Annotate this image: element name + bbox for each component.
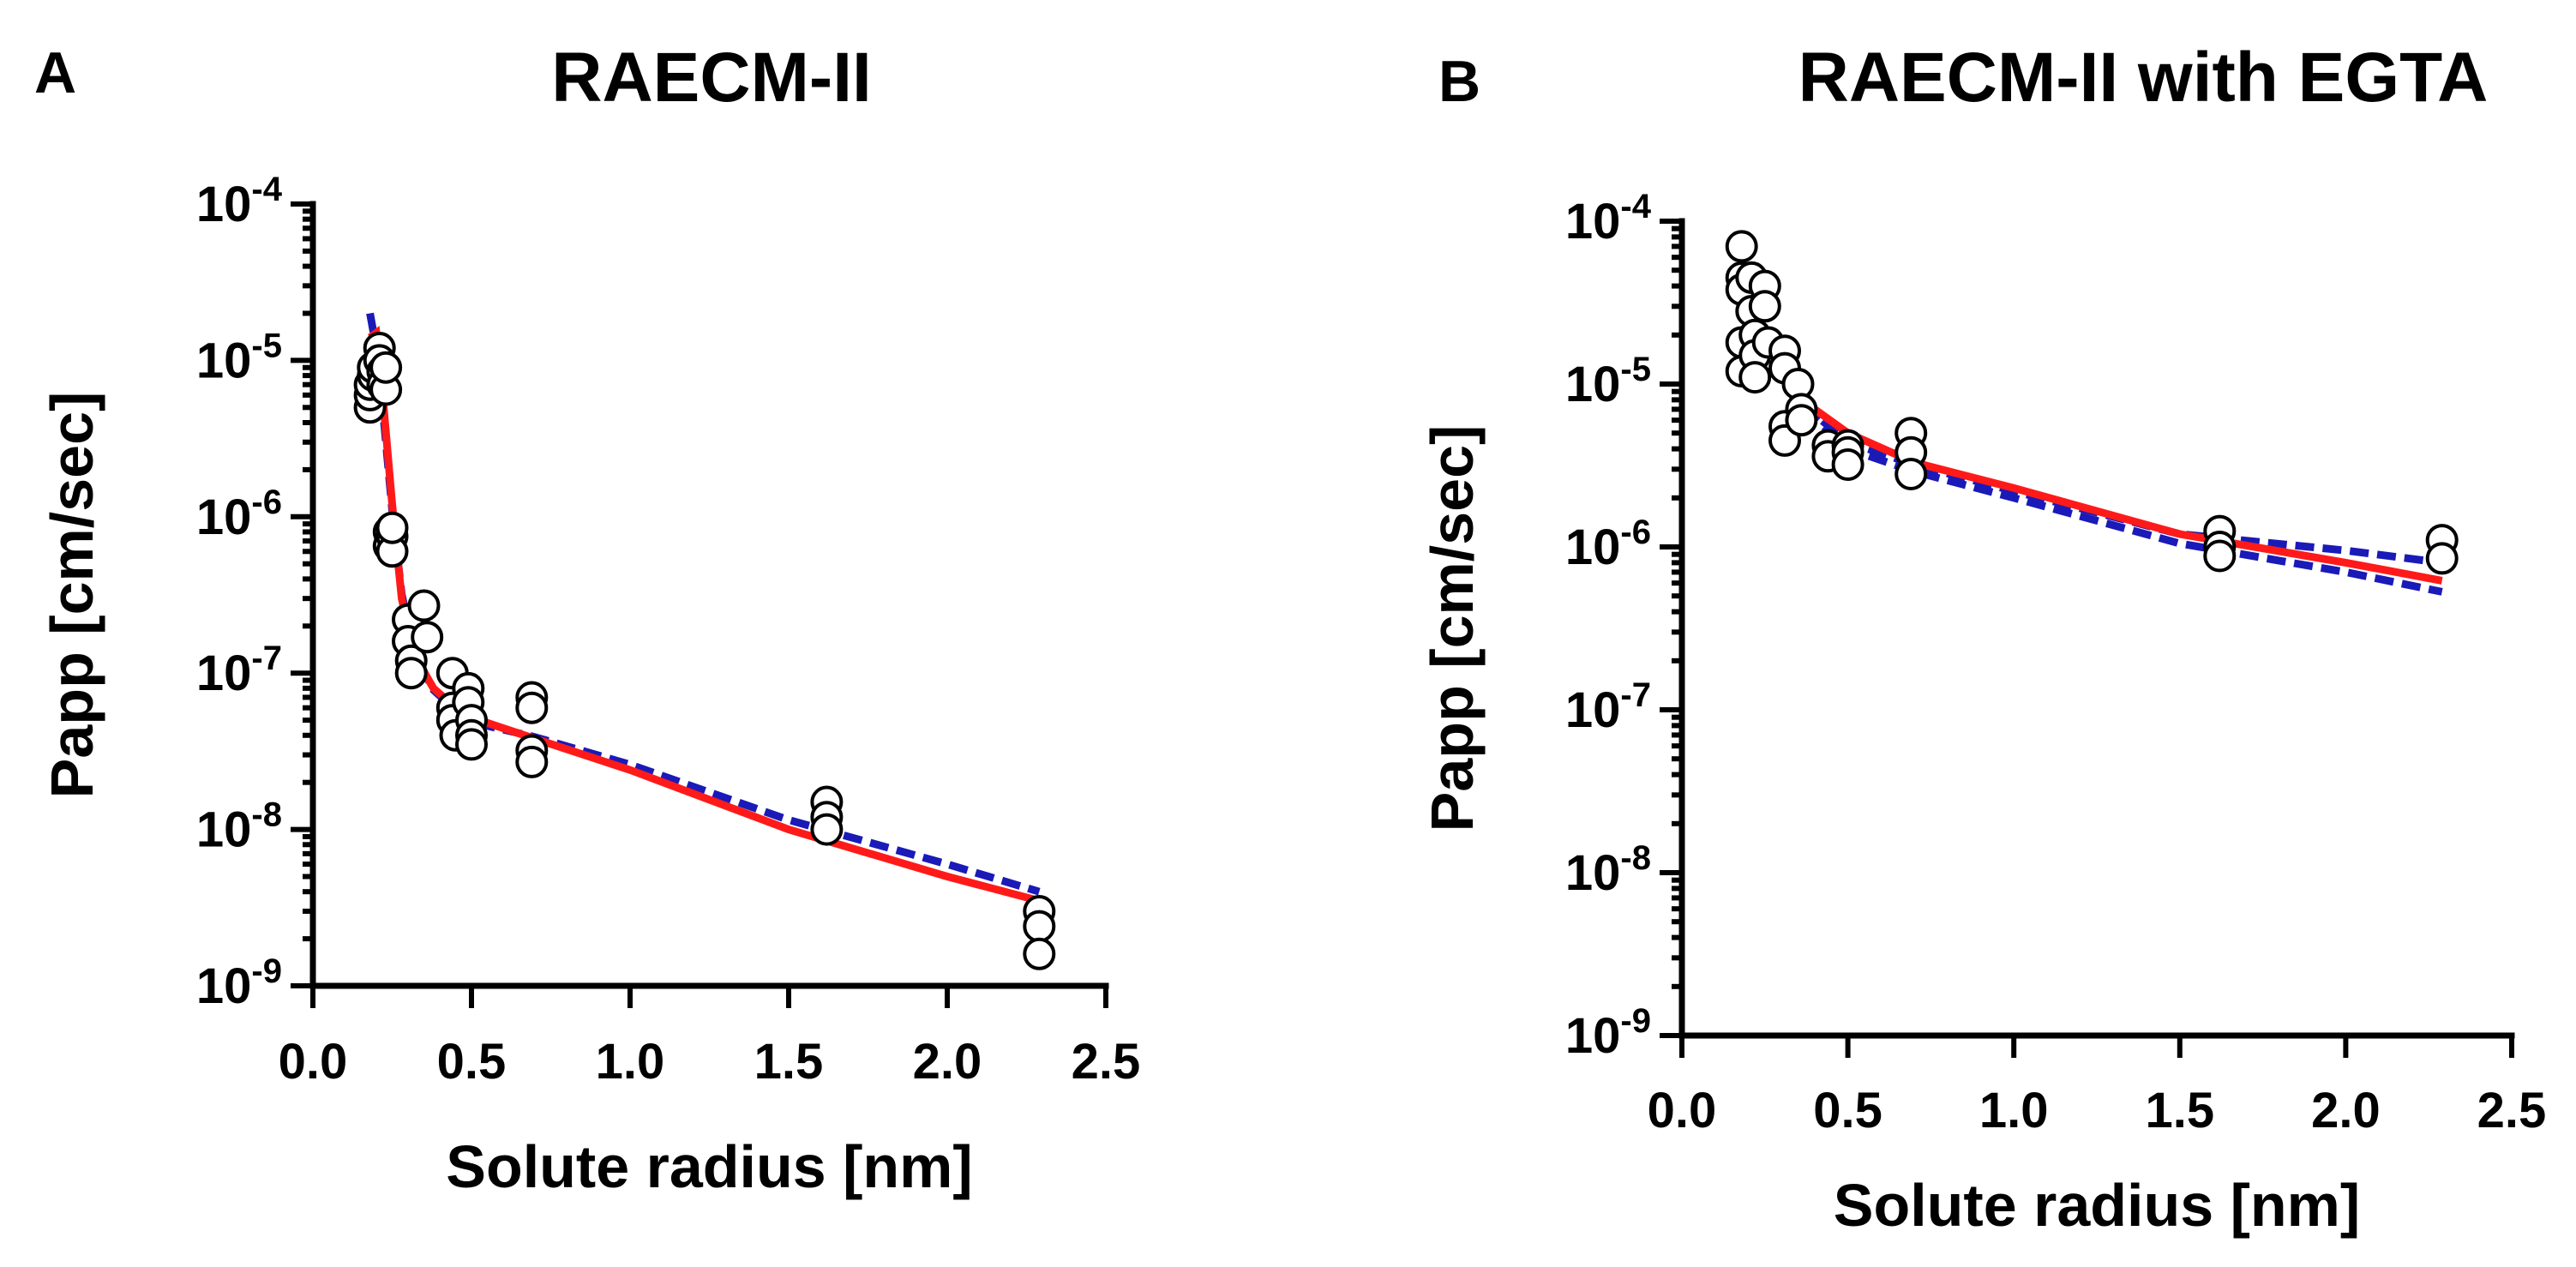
x-tick-label: 0.0 [1648,1083,1717,1138]
data-point [2425,542,2459,575]
data-point [1831,448,1864,481]
x-tick-label: 2.5 [2477,1083,2547,1138]
x-tick-label: 2.0 [913,1034,982,1090]
y-tick-base: 10 [1565,1008,1621,1064]
y-tick-base: 10 [196,177,252,232]
y-tick-exponent: -8 [251,796,282,834]
panel-letter: A [34,40,76,105]
data-point [1748,290,1781,323]
y-tick-label: 10-9 [196,952,282,1014]
chart-title: RAECM-II [551,39,872,117]
y-tick-base: 10 [196,646,252,701]
y-tick-base: 10 [196,802,252,858]
y-tick-exponent: -5 [1620,351,1651,388]
data-point [515,745,549,778]
y-tick-label: 10-4 [1565,188,1652,249]
panel-a: A RAECM-II0.0 0.5 1.0 1.5 2.0 2.510-910-810-71… [34,39,1140,1200]
y-tick-base: 10 [1565,682,1621,738]
data-point [375,511,409,544]
data-point [2203,539,2237,573]
y-tick-label: 10-6 [196,483,282,545]
y-tick-exponent: -8 [1620,839,1651,877]
data-point [1894,458,1928,490]
data-point [1785,404,1818,437]
x-tick-label: 2.0 [2311,1083,2381,1138]
x-tick-label: 0.5 [1813,1083,1882,1138]
fit-line-solid [1762,333,2443,585]
y-axis-title: Papp [cm/sec] [1419,425,1486,832]
x-tick-label: 2.5 [1072,1034,1141,1090]
y-tick-exponent: -9 [1620,1002,1651,1040]
data-point [411,621,444,654]
y-tick-exponent: -4 [251,171,282,208]
x-tick-label: 1.0 [1979,1083,2049,1138]
x-tick-label: 1.0 [596,1034,665,1090]
y-tick-base: 10 [1565,519,1621,575]
y-axis-title: Papp [cm/sec] [39,392,105,799]
y-tick-label: 10-6 [1565,513,1651,575]
y-tick-label: 10-9 [1565,1002,1651,1064]
panel-letter: B [1438,49,1480,114]
y-tick-label: 10-5 [196,327,282,388]
x-tick-label: 0.0 [279,1034,348,1090]
y-tick-base: 10 [196,333,252,388]
y-tick-exponent: -5 [251,327,282,364]
fit-line-dashed [366,312,1041,896]
x-axis-title: Solute radius [nm] [446,1133,972,1200]
data-point [455,728,488,761]
y-tick-exponent: -4 [1620,188,1651,225]
data-point [394,657,428,690]
y-tick-base: 10 [1565,845,1621,901]
fit-line-dashed [1761,333,2443,596]
y-tick-exponent: -6 [251,483,282,521]
x-axis-title: Solute radius [nm] [1834,1172,2360,1239]
data-point [1023,937,1056,970]
chart-title: RAECM-II with EGTA [1798,39,2489,117]
y-tick-label: 10-7 [1565,676,1651,738]
x-tick-label: 1.5 [2145,1083,2214,1138]
y-tick-base: 10 [1565,194,1621,249]
y-tick-base: 10 [1565,357,1621,412]
data-point [810,813,844,846]
data-point [1738,361,1772,394]
y-tick-exponent: -9 [251,952,282,990]
y-tick-label: 10-4 [196,171,283,232]
data-point [407,589,441,622]
y-tick-base: 10 [196,489,252,545]
y-tick-label: 10-5 [1565,351,1651,412]
fit-line-solid [367,326,1041,905]
fit-line-dashed [1761,326,2443,567]
y-tick-label: 10-8 [196,796,282,858]
y-tick-exponent: -7 [251,640,282,677]
y-tick-base: 10 [196,958,252,1014]
data-point [369,351,403,384]
y-tick-label: 10-8 [1565,839,1651,901]
y-tick-exponent: -7 [1620,676,1651,714]
data-point [1725,230,1758,263]
x-tick-label: 1.5 [754,1034,824,1090]
y-tick-exponent: -6 [1620,513,1651,551]
x-tick-label: 0.5 [437,1034,507,1090]
y-tick-label: 10-7 [196,640,282,701]
data-point [1023,910,1056,943]
data-point [515,691,549,724]
